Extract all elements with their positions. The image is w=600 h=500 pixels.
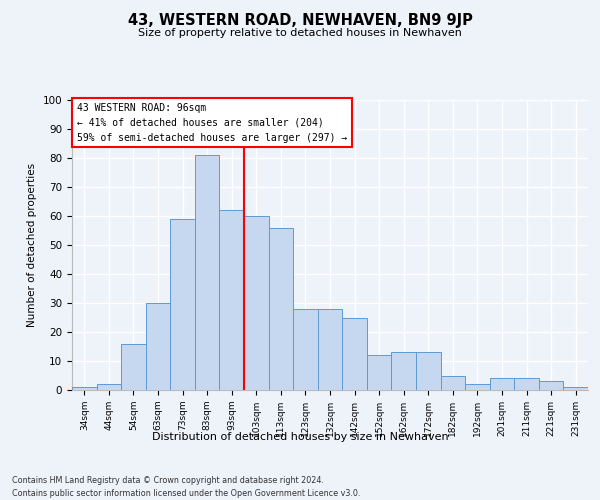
- Text: Distribution of detached houses by size in Newhaven: Distribution of detached houses by size …: [152, 432, 448, 442]
- Bar: [490, 378, 514, 390]
- Bar: [269, 228, 293, 390]
- Bar: [367, 355, 391, 390]
- Bar: [170, 219, 195, 390]
- Bar: [539, 382, 563, 390]
- Bar: [72, 387, 97, 390]
- Bar: [244, 216, 269, 390]
- Text: Contains HM Land Registry data © Crown copyright and database right 2024.
Contai: Contains HM Land Registry data © Crown c…: [12, 476, 361, 498]
- Bar: [97, 384, 121, 390]
- Bar: [416, 352, 440, 390]
- Bar: [514, 378, 539, 390]
- Text: 43 WESTERN ROAD: 96sqm
← 41% of detached houses are smaller (204)
59% of semi-de: 43 WESTERN ROAD: 96sqm ← 41% of detached…: [77, 103, 347, 142]
- Bar: [440, 376, 465, 390]
- Text: 43, WESTERN ROAD, NEWHAVEN, BN9 9JP: 43, WESTERN ROAD, NEWHAVEN, BN9 9JP: [128, 12, 472, 28]
- Bar: [195, 155, 220, 390]
- Y-axis label: Number of detached properties: Number of detached properties: [27, 163, 37, 327]
- Bar: [318, 309, 342, 390]
- Bar: [465, 384, 490, 390]
- Text: Size of property relative to detached houses in Newhaven: Size of property relative to detached ho…: [138, 28, 462, 38]
- Bar: [563, 387, 588, 390]
- Bar: [146, 303, 170, 390]
- Bar: [391, 352, 416, 390]
- Bar: [342, 318, 367, 390]
- Bar: [293, 309, 318, 390]
- Bar: [220, 210, 244, 390]
- Bar: [121, 344, 146, 390]
